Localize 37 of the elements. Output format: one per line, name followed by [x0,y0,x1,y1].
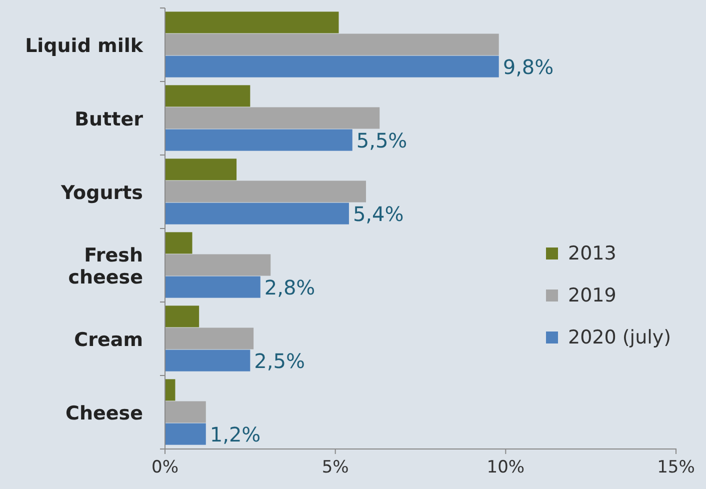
y-tick-label: Yogurts [60,182,143,204]
data-label: 1,2% [210,422,261,446]
bar [165,85,250,107]
data-label: 5,4% [352,202,404,226]
y-tick-label: Liquid milk [25,34,144,57]
bar [165,202,349,224]
y-tick-label: Cream [74,328,143,351]
bar [165,129,352,151]
legend-label: 2019 [568,284,616,306]
legend-label: 2013 [568,242,616,264]
y-tick-label: Fresh cheese [68,244,143,288]
bar [165,306,200,328]
bar [165,350,250,372]
bar [165,180,366,202]
bar [165,232,192,254]
x-tick-label: 0% [152,457,178,478]
data-label: 2,5% [254,348,305,373]
data-label: 9,8% [502,54,554,79]
bar [165,12,339,34]
bar [165,34,499,56]
bar [165,254,271,276]
bar [165,56,499,78]
bar [165,276,260,298]
x-tick-label: 15% [657,457,695,478]
data-label: 5,5% [356,128,408,152]
bar [165,328,254,350]
bar [165,158,237,180]
x-tick-label: 5% [322,457,349,478]
legend-label: 2020 (july) [568,326,672,348]
y-tick-label: Butter [74,108,144,130]
y-tick-label: Cheese [66,402,143,424]
bar [165,401,206,423]
bar [165,107,380,129]
data-label: 2,8% [264,275,316,300]
bar [165,379,176,401]
x-tick-label: 10% [486,457,525,478]
bar [165,423,206,445]
